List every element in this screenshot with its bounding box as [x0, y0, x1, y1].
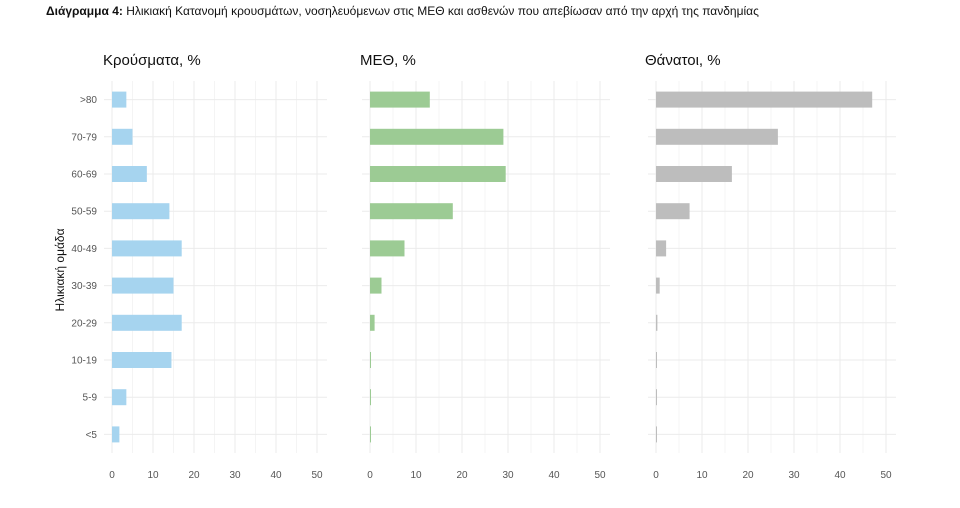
panel-2: Θάνατοι, % 0 10 20 30 40 50	[645, 52, 896, 481]
bar-<5	[370, 426, 371, 443]
bar-<5	[112, 426, 120, 443]
panel-title: Θάνατοι, %	[645, 52, 721, 69]
bar-50-59	[370, 203, 453, 220]
x-tick-label: 40	[834, 470, 846, 481]
bar-60-69	[370, 166, 506, 182]
x-tick-label: 10	[696, 470, 708, 481]
y-tick-label: 40-49	[71, 244, 97, 255]
bar-20-29	[370, 314, 375, 331]
bar-5-9	[370, 389, 371, 406]
y-tick-label: 10-19	[71, 356, 97, 367]
chart-panels: Κρούσματα, % 0 10 20 30 40 50 >80 70-79 60-69 50-5…	[71, 52, 896, 481]
panel-title: ΜΕΘ, %	[360, 52, 416, 69]
bar->80	[112, 91, 127, 108]
y-axis-label: Ηλικιακή ομάδα	[53, 228, 67, 311]
bar-20-29	[656, 314, 658, 331]
panel-title: Κρούσματα, %	[103, 52, 201, 69]
x-tick-label: 40	[548, 470, 560, 481]
panel-0: Κρούσματα, % 0 10 20 30 40 50 >80 70-79 60-69 50-5…	[71, 52, 327, 481]
caption-text: Ηλικιακή Κατανομή κρουσμάτων, νοσηλευόμε…	[122, 4, 759, 18]
y-tick-label: 70-79	[71, 132, 97, 143]
x-tick-label: 40	[270, 470, 282, 481]
x-tick-label: 50	[880, 470, 892, 481]
bar-70-79	[370, 128, 504, 145]
x-tick-label: 30	[788, 470, 800, 481]
y-tick-label: 30-39	[71, 281, 97, 292]
bar-30-39	[656, 277, 660, 294]
caption-prefix: Διάγραμμα 4	[46, 4, 119, 18]
bar-20-29	[112, 314, 182, 331]
bar-5-9	[656, 389, 657, 406]
bar-<5	[656, 426, 657, 443]
bar->80	[656, 91, 873, 108]
bar-30-39	[370, 277, 382, 294]
bar-70-79	[656, 128, 778, 145]
x-tick-label: 30	[502, 470, 514, 481]
x-tick-label: 10	[147, 470, 159, 481]
y-tick-label: 20-29	[71, 318, 97, 329]
chart-caption: Διάγραμμα 4: Ηλικιακή Κατανομή κρουσμάτω…	[46, 4, 759, 18]
bar-70-79	[112, 128, 133, 145]
bar-40-49	[370, 240, 405, 257]
x-tick-label: 20	[742, 470, 754, 481]
bar-10-19	[370, 352, 371, 368]
bar-60-69	[656, 166, 732, 182]
y-tick-label: <5	[86, 430, 98, 441]
x-tick-label: 0	[109, 470, 115, 481]
x-tick-label: 10	[410, 470, 422, 481]
bar-40-49	[656, 240, 667, 257]
x-tick-label: 0	[367, 470, 373, 481]
bar-40-49	[112, 240, 182, 257]
bar-30-39	[112, 277, 174, 294]
y-tick-label: 50-59	[71, 207, 97, 218]
bar-10-19	[112, 352, 172, 368]
x-tick-label: 50	[311, 470, 323, 481]
y-tick-label: >80	[80, 95, 97, 106]
bar-50-59	[656, 203, 690, 220]
y-tick-label: 5-9	[83, 393, 98, 404]
bar-60-69	[112, 166, 147, 182]
x-tick-label: 20	[456, 470, 468, 481]
panel-1: ΜΕΘ, % 0 10 20 30 40 50	[360, 52, 610, 481]
bar-5-9	[112, 389, 127, 406]
x-tick-label: 0	[653, 470, 659, 481]
x-tick-label: 30	[229, 470, 241, 481]
x-tick-label: 20	[188, 470, 200, 481]
bar->80	[370, 91, 430, 108]
bar-10-19	[656, 352, 657, 368]
y-tick-label: 60-69	[71, 170, 97, 181]
x-tick-label: 50	[594, 470, 606, 481]
bar-50-59	[112, 203, 170, 220]
